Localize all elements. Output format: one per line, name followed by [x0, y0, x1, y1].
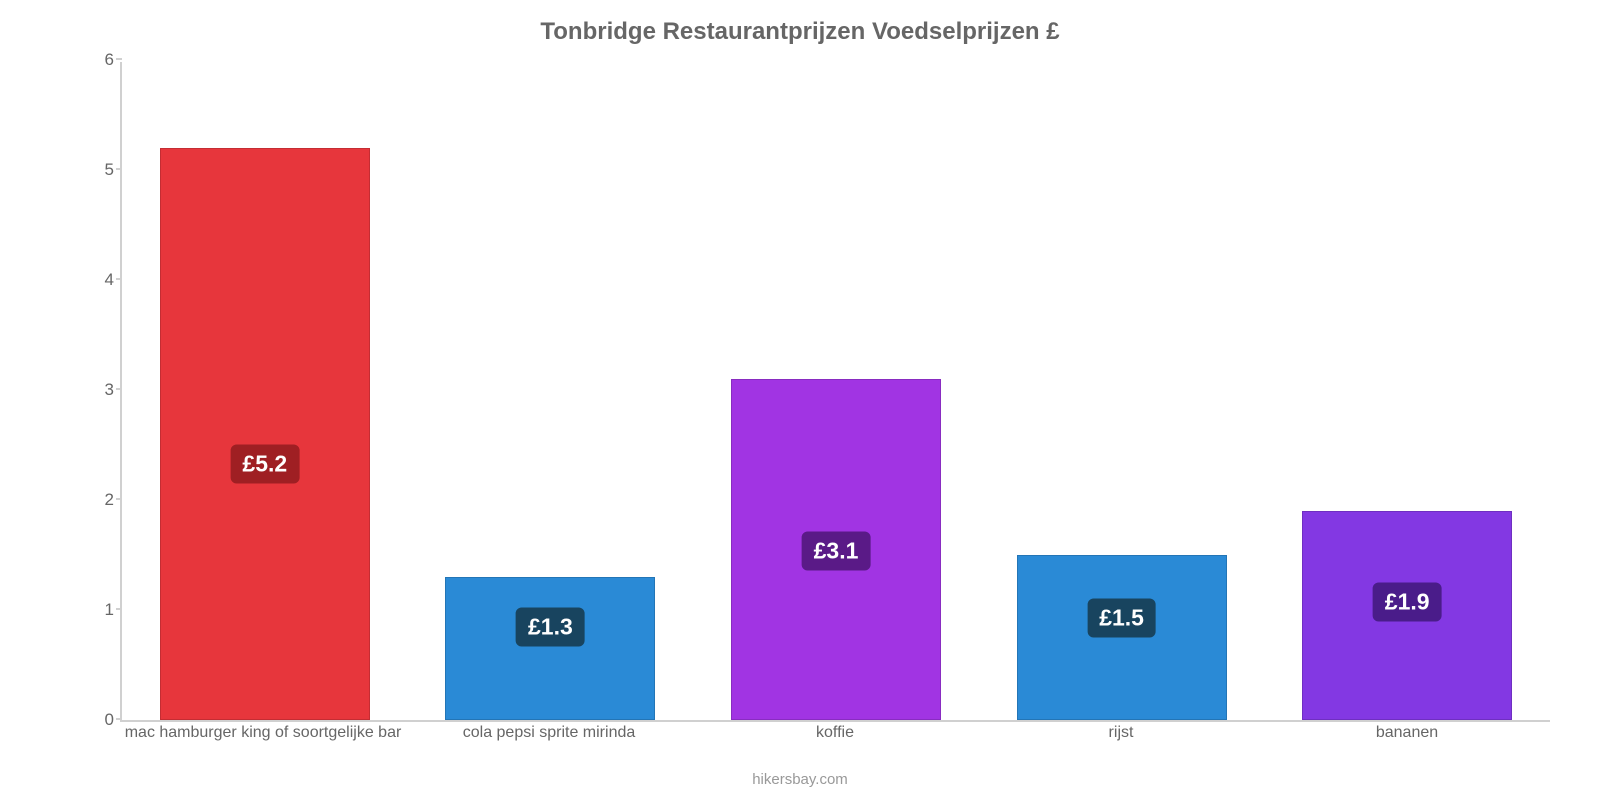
bar-0 — [160, 148, 370, 720]
ytick-5: 5 — [80, 160, 114, 180]
xlabel-0: mac hamburger king of soortgelijke bar — [125, 724, 402, 742]
bar-1 — [445, 577, 655, 720]
xlabel-1: cola pepsi sprite mirinda — [463, 724, 636, 742]
xlabel-2: koffie — [816, 724, 854, 742]
attribution: hikersbay.com — [0, 771, 1600, 788]
bars-container: £5.2 £1.3 £3.1 £1.5 £1.9 — [122, 62, 1550, 720]
ytick-1: 1 — [80, 600, 114, 620]
chart-title: Tonbridge Restaurantprijzen Voedselprijz… — [0, 0, 1600, 46]
value-label-4: £1.9 — [1373, 582, 1442, 621]
ytick-mark-6 — [116, 58, 122, 60]
value-label-1: £1.3 — [516, 607, 585, 646]
plot-area: 0 1 2 3 4 5 6 £5.2 £1.3 £3.1 £1.5 £1.9 — [120, 62, 1550, 722]
xlabel-3: rijst — [1109, 724, 1134, 742]
ytick-3: 3 — [80, 380, 114, 400]
ytick-2: 2 — [80, 490, 114, 510]
value-label-3: £1.5 — [1087, 599, 1156, 638]
ytick-4: 4 — [80, 270, 114, 290]
xlabels: mac hamburger king of soortgelijke bar c… — [120, 724, 1550, 764]
value-label-2: £3.1 — [802, 532, 871, 571]
ytick-6: 6 — [80, 50, 114, 70]
ytick-0: 0 — [80, 710, 114, 730]
value-label-0: £5.2 — [230, 444, 299, 483]
xlabel-4: bananen — [1376, 724, 1438, 742]
